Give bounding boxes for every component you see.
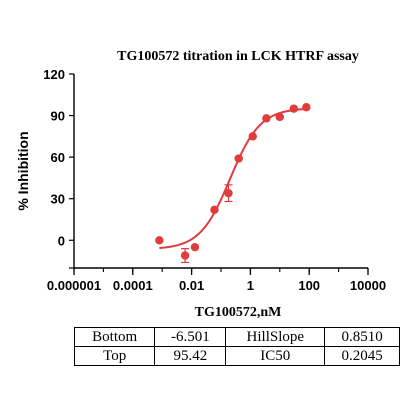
data-point (224, 188, 233, 198)
fit-parameters-table: Bottom -6.501 HillSlope 0.8510 Top 95.42… (73, 327, 400, 366)
x-tick-label: 1 (247, 278, 254, 293)
table-row: Bottom -6.501 HillSlope 0.8510 (73, 327, 400, 347)
y-tick-label: 0 (58, 233, 65, 248)
x-tick-label: 0.0001 (113, 278, 153, 293)
param-name-cell: IC50 (225, 346, 326, 366)
data-point (190, 243, 200, 252)
fit-curve (159, 107, 307, 250)
data-point (210, 205, 219, 214)
chart-title: TG100572 titration in LCK HTRF assay (117, 49, 359, 64)
data-point (155, 236, 164, 245)
data-point (275, 112, 284, 122)
param-name-cell: Bottom (73, 327, 156, 347)
param-name-cell: HillSlope (225, 327, 326, 347)
data-point (248, 132, 257, 141)
param-value-cell: 0.8510 (324, 327, 400, 347)
data-points-layer (155, 103, 311, 264)
fit-curve-layer (159, 107, 307, 250)
param-name-cell: Top (73, 346, 156, 366)
x-axis-label: TG100572,nM (195, 305, 282, 320)
data-point (234, 154, 243, 163)
x-tick-label: 10000 (350, 278, 386, 293)
x-tick-label: 0.01 (179, 278, 204, 293)
data-point (180, 251, 190, 260)
y-tick-label: 30 (51, 192, 65, 207)
data-point (302, 103, 311, 112)
param-value-cell: 95.42 (154, 346, 227, 366)
axes: 0 30 60 90 120 0.000001 0.0001 0.01 1 100 10000 (43, 67, 386, 293)
x-tick-label: 100 (298, 278, 320, 293)
y-tick-label: 120 (43, 67, 65, 82)
data-point (289, 104, 299, 113)
x-tick-label: 0.000001 (47, 278, 101, 293)
y-axis-label: % Inhibition (15, 131, 31, 210)
y-tick-label: 60 (51, 150, 65, 165)
data-point (262, 114, 271, 123)
param-value-cell: -6.501 (154, 327, 227, 347)
y-tick-label: 90 (51, 109, 65, 124)
param-value-cell: 0.2045 (324, 346, 400, 366)
table-row: Top 95.42 IC50 0.2045 (73, 346, 400, 366)
